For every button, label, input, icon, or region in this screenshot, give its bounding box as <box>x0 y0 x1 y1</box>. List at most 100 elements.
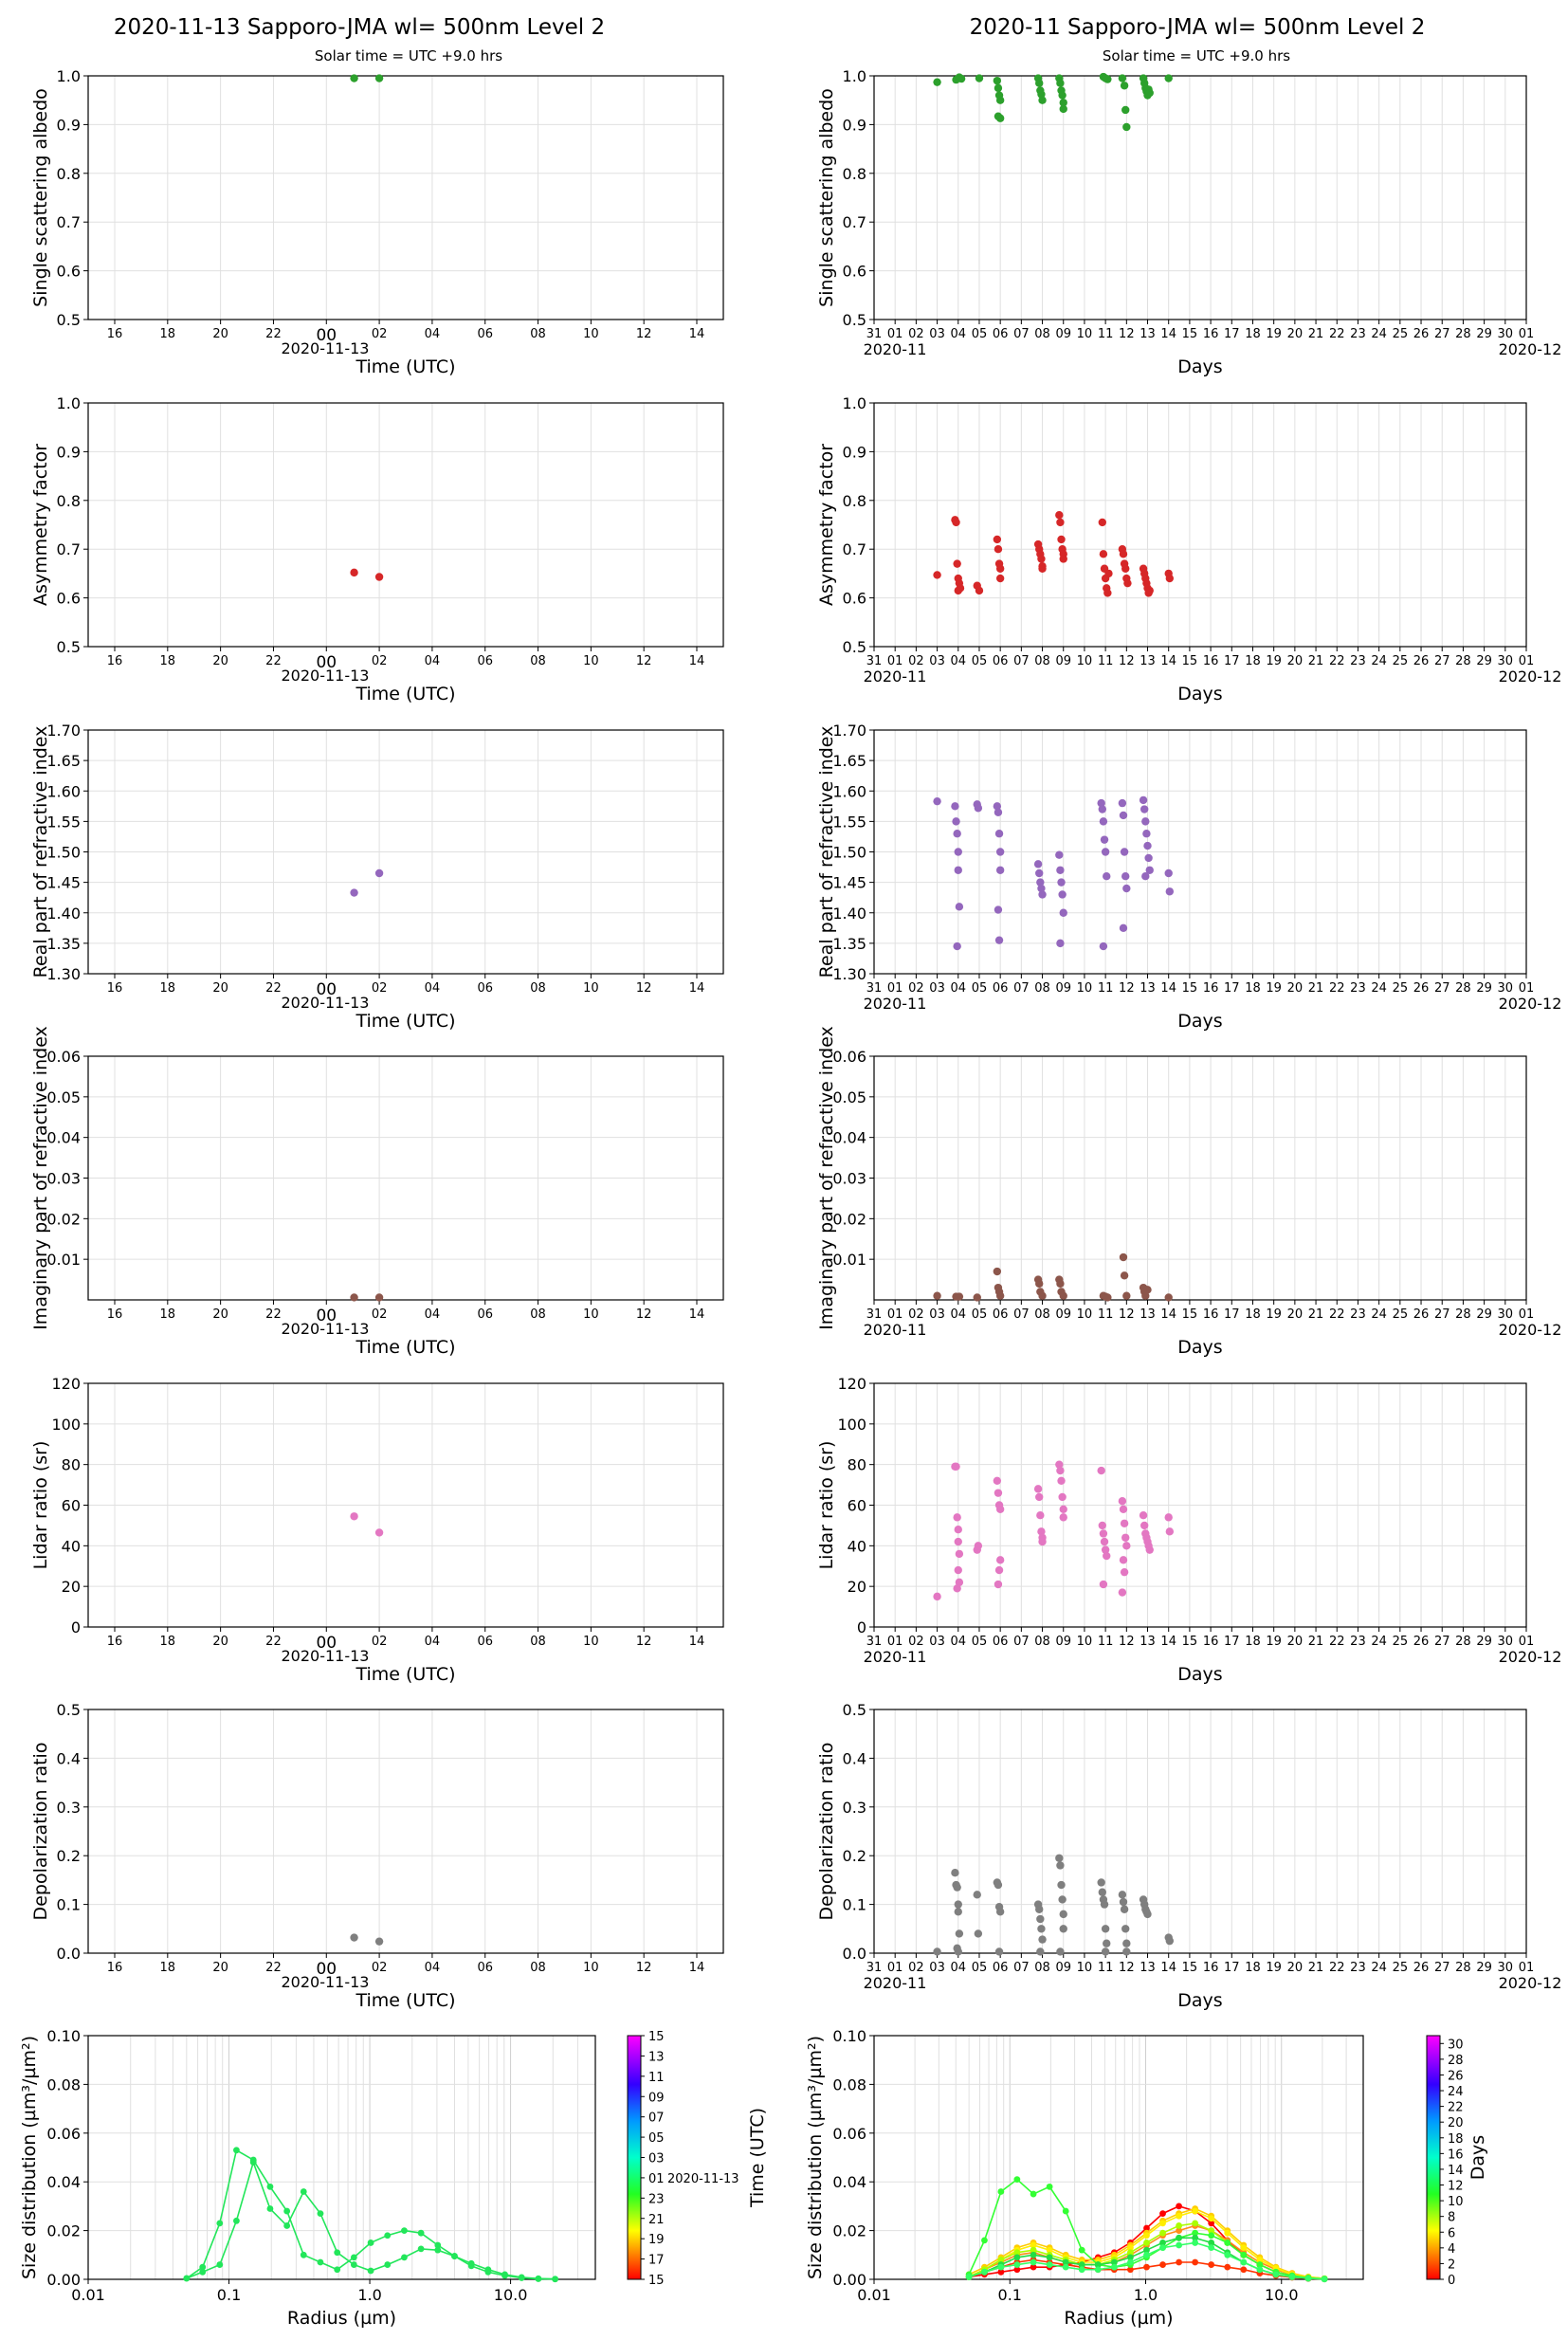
x-tick-label: 05 <box>972 981 988 996</box>
y-tick-label: 0.3 <box>57 1799 81 1817</box>
data-point <box>975 74 984 82</box>
x-tick-label: 01 <box>887 654 903 668</box>
data-point <box>1119 1252 1128 1262</box>
date-label: 2020-11-13 <box>282 339 370 357</box>
y-tick-label: 20 <box>62 1578 81 1596</box>
data-point <box>1059 1925 1067 1933</box>
x-axis-label: Time (UTC) <box>355 356 455 377</box>
size-distribution-point <box>1127 2266 1134 2274</box>
size-distribution-point <box>1143 2224 1150 2232</box>
y-tick-label: 0.7 <box>57 213 81 231</box>
x-tick-label: 08 <box>530 1961 546 1975</box>
x-tick-label: 06 <box>993 981 1009 996</box>
month-start-label: 2020-11 <box>864 1974 927 1992</box>
x-tick-label: 31 <box>866 327 883 341</box>
size-distribution-point <box>283 2222 291 2229</box>
x-axis-label: Time (UTC) <box>355 1011 455 1032</box>
data-point <box>954 1908 962 1916</box>
size-distribution-point <box>401 2254 408 2261</box>
x-tick-label: 02 <box>908 981 924 996</box>
colorbar-tick-label: 05 <box>648 2131 665 2146</box>
x-tick-label: 16 <box>107 654 123 668</box>
panels: 0.50.60.70.80.91.016 18 20 22 00 02 04 06 08 10 12… <box>19 67 1561 2329</box>
y-tick-label: 100 <box>51 1416 81 1434</box>
size-distribution-point <box>1013 2261 1021 2268</box>
size-distribution-point <box>1272 2271 1280 2278</box>
y-tick-label: 0.04 <box>46 1129 81 1147</box>
x-tick-label: 12 <box>1119 1961 1135 1975</box>
data-point <box>1055 850 1064 859</box>
data-point <box>350 1293 358 1302</box>
x-tick-label: 25 <box>1393 327 1409 341</box>
x-tick-label: 13 <box>1140 654 1156 668</box>
y-tick-label: 1.0 <box>843 67 866 85</box>
x-tick-label: 18 <box>1245 981 1261 996</box>
data-point <box>975 586 984 595</box>
x-tick-label: 20 <box>1287 981 1304 996</box>
plot-background <box>88 76 723 320</box>
x-tick-label: 06 <box>477 1961 493 1975</box>
data-point <box>995 96 1005 104</box>
data-point <box>1119 923 1128 933</box>
data-point <box>1119 550 1128 558</box>
data-point <box>1141 872 1150 881</box>
size-distribution-point <box>233 2217 240 2224</box>
data-point <box>994 905 1003 914</box>
data-point <box>374 573 384 581</box>
data-point <box>994 83 1003 93</box>
x-tick-label: 04 <box>425 1307 441 1322</box>
x-tick-label: 19 <box>1266 327 1282 341</box>
x-tick-label: 20 <box>212 1961 228 1975</box>
x-tick-label: 07 <box>1013 327 1030 341</box>
x-tick-label: 31 <box>866 1307 883 1322</box>
x-tick-label: 28 <box>1455 1961 1471 1975</box>
x-tick-label: 13 <box>1140 1635 1156 1649</box>
x-tick-label: 09 <box>1055 1307 1071 1322</box>
depol-days-panel: 0.0 0.1 0.2 0.3 0.4 0.5 31 01 02 03 04 05 06 07 08 09 10… <box>816 1701 1561 2011</box>
size-distribution-point <box>266 2183 274 2190</box>
x-tick-label: 27 <box>1434 327 1450 341</box>
x-tick-label: 24 <box>1371 1961 1387 1975</box>
x-tick-label: 08 <box>1034 327 1050 341</box>
x-axis-label: Time (UTC) <box>355 1337 455 1358</box>
data-point <box>1120 1567 1129 1577</box>
y-tick-label: 40 <box>848 1537 866 1555</box>
size-distribution-point <box>317 2258 324 2266</box>
data-point <box>952 1462 960 1472</box>
data-point <box>1035 1492 1044 1502</box>
y-tick-label: 20 <box>848 1578 866 1596</box>
x-tick-label: 01 <box>887 981 903 996</box>
data-point <box>953 941 961 951</box>
data-point <box>993 1476 1002 1486</box>
size-distribution-point <box>1224 2263 1231 2271</box>
y-axis-label: Depolarization ratio <box>30 1743 51 1921</box>
colorbar-title: Days <box>1468 2135 1488 2180</box>
x-tick-label: 08 <box>1034 1635 1050 1649</box>
x-tick-label: 28 <box>1455 1307 1471 1322</box>
date-label: 2020-11-13 <box>282 1320 370 1338</box>
month-start-label: 2020-11 <box>864 1321 927 1339</box>
y-tick-label: 1.40 <box>832 905 866 923</box>
size-distribution-point <box>1078 2261 1085 2268</box>
x-tick-label: 00 <box>316 980 337 999</box>
x-tick-label: 16 <box>107 1307 123 1322</box>
x-tick-label: 04 <box>951 1635 967 1649</box>
size-distribution-point <box>1176 2203 1183 2210</box>
x-tick-label: 01 <box>1519 1635 1535 1649</box>
x-tick-label: 08 <box>1034 1307 1050 1322</box>
data-point <box>993 1267 1002 1276</box>
x-tick-label: 18 <box>1245 1961 1261 1975</box>
x-tick-label: 08 <box>1034 654 1050 668</box>
x-tick-label: 20 <box>1287 1961 1304 1975</box>
x-tick-label: 26 <box>1413 1307 1430 1322</box>
size-distribution-point <box>350 2261 357 2268</box>
size-distribution-point <box>384 2232 392 2239</box>
size-distribution-point <box>1192 2239 1199 2246</box>
x-tick-label: 02 <box>372 1307 388 1322</box>
data-point <box>1144 853 1153 863</box>
data-point <box>993 76 1002 85</box>
data-point <box>1033 860 1043 868</box>
data-point <box>1104 569 1113 578</box>
data-point <box>1056 1279 1065 1289</box>
x-tick-label: 16 <box>1203 981 1219 996</box>
